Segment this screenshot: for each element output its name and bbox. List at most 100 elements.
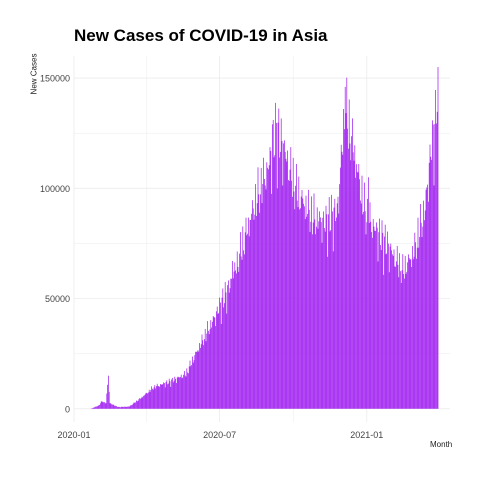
bar bbox=[234, 262, 236, 409]
bar bbox=[180, 376, 181, 409]
bar bbox=[385, 254, 387, 409]
bar bbox=[243, 250, 244, 409]
bar bbox=[333, 207, 335, 409]
bar bbox=[114, 406, 116, 409]
bar bbox=[244, 254, 245, 409]
bar bbox=[376, 222, 377, 409]
bar bbox=[198, 351, 200, 409]
bar bbox=[228, 292, 230, 409]
bar bbox=[434, 124, 436, 409]
bar bbox=[121, 406, 123, 409]
bar bbox=[339, 184, 340, 409]
bar bbox=[100, 403, 101, 409]
bar bbox=[412, 259, 414, 409]
bar bbox=[263, 157, 264, 409]
bar bbox=[258, 194, 260, 409]
bar bbox=[388, 243, 389, 409]
bar bbox=[145, 392, 147, 409]
bar bbox=[104, 403, 106, 409]
bar bbox=[135, 402, 136, 409]
bar bbox=[340, 144, 342, 409]
bar bbox=[107, 384, 108, 409]
bar bbox=[295, 185, 296, 409]
bar bbox=[92, 407, 94, 409]
bar bbox=[211, 327, 212, 409]
bar bbox=[149, 391, 151, 409]
bar bbox=[360, 200, 361, 409]
bar bbox=[329, 231, 331, 409]
bar bbox=[361, 175, 363, 409]
bar bbox=[159, 386, 160, 409]
bar bbox=[116, 406, 117, 409]
bar bbox=[330, 229, 332, 409]
bar bbox=[350, 160, 352, 409]
y-tick-label: 50000 bbox=[45, 294, 70, 304]
bar bbox=[242, 226, 244, 409]
bar bbox=[225, 292, 227, 409]
bar bbox=[201, 334, 203, 409]
bar bbox=[216, 306, 218, 409]
bar bbox=[248, 236, 250, 409]
bar bbox=[416, 247, 418, 409]
bar bbox=[423, 200, 424, 409]
bar bbox=[228, 280, 229, 409]
bar bbox=[218, 312, 220, 409]
bar bbox=[96, 406, 97, 409]
bar bbox=[155, 388, 156, 409]
bar bbox=[252, 208, 254, 409]
bar bbox=[341, 151, 343, 409]
bar bbox=[280, 151, 281, 409]
bar bbox=[348, 99, 350, 409]
bar bbox=[327, 256, 328, 409]
bar bbox=[95, 406, 96, 409]
bar bbox=[236, 251, 238, 409]
bar bbox=[192, 362, 194, 409]
bar bbox=[138, 399, 140, 409]
bar bbox=[289, 169, 291, 409]
bar bbox=[102, 402, 104, 409]
bar bbox=[277, 122, 279, 409]
bar bbox=[99, 404, 100, 409]
bar bbox=[370, 221, 372, 409]
bar bbox=[255, 184, 256, 409]
bar bbox=[355, 177, 356, 409]
bar bbox=[179, 377, 180, 409]
bar bbox=[284, 140, 285, 409]
bar bbox=[362, 214, 364, 409]
bar bbox=[176, 377, 178, 409]
bar bbox=[310, 221, 312, 409]
bar bbox=[429, 144, 431, 409]
bar bbox=[437, 67, 439, 409]
bar bbox=[154, 385, 156, 409]
bar bbox=[182, 377, 184, 409]
bar bbox=[97, 405, 99, 409]
x-axis-label: Month bbox=[430, 440, 453, 449]
bar bbox=[389, 246, 391, 409]
bar bbox=[254, 214, 256, 409]
bar bbox=[427, 184, 428, 409]
bar bbox=[194, 355, 196, 409]
bar bbox=[367, 198, 368, 409]
bar bbox=[204, 328, 206, 409]
bar bbox=[257, 167, 259, 409]
bar bbox=[406, 271, 408, 409]
bar bbox=[294, 209, 296, 409]
bar bbox=[246, 235, 248, 409]
bar bbox=[173, 380, 175, 409]
bar bbox=[390, 243, 392, 409]
bar bbox=[158, 386, 160, 409]
bar bbox=[140, 398, 142, 409]
bar bbox=[189, 360, 191, 409]
bar bbox=[414, 232, 416, 409]
bar bbox=[146, 393, 148, 409]
bar bbox=[214, 317, 216, 409]
bar bbox=[316, 226, 317, 409]
bar bbox=[331, 194, 332, 409]
bar bbox=[117, 407, 119, 409]
bar bbox=[248, 217, 249, 409]
bar bbox=[190, 366, 192, 409]
bar bbox=[269, 147, 271, 409]
bar bbox=[183, 374, 184, 409]
bar bbox=[130, 405, 132, 409]
